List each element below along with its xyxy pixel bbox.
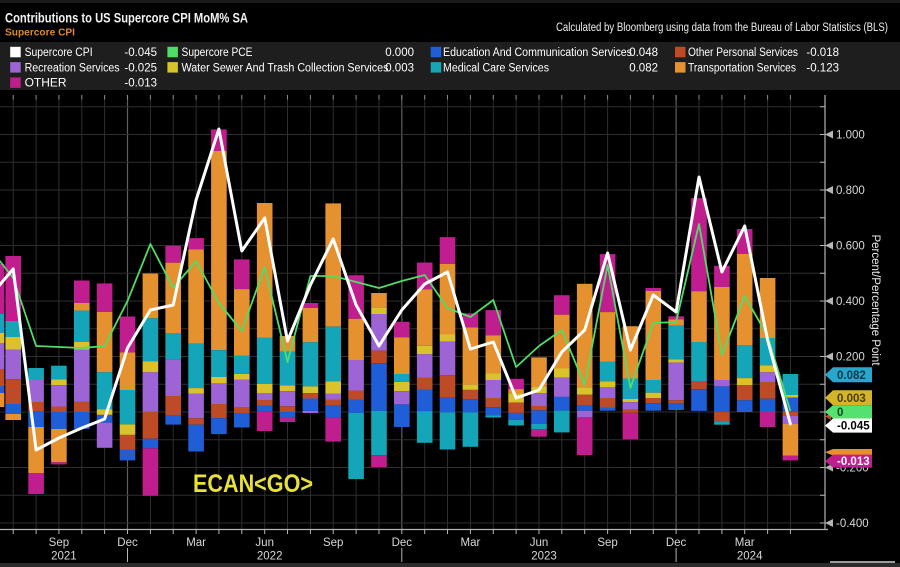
svg-text:1.000: 1.000	[836, 130, 865, 142]
svg-text:-0.018: -0.018	[806, 47, 839, 59]
svg-text:ECAN<GO>: ECAN<GO>	[193, 470, 313, 498]
svg-text:Percent/Percentage Point: Percent/Percentage Point	[869, 234, 881, 366]
svg-text:0.003: 0.003	[385, 62, 414, 74]
svg-text:Other Personal Services: Other Personal Services	[688, 47, 798, 59]
svg-text:0.048: 0.048	[629, 47, 658, 59]
svg-text:-0.045: -0.045	[124, 47, 157, 59]
svg-text:Mar: Mar	[460, 537, 480, 549]
svg-text:Water Sewer And Trash Collecti: Water Sewer And Trash Collection Service…	[182, 62, 389, 74]
svg-text:Sep: Sep	[597, 537, 617, 549]
svg-text:Dec: Dec	[392, 537, 413, 549]
svg-text:-0.045: -0.045	[837, 421, 870, 433]
svg-text:Dec: Dec	[117, 537, 138, 549]
svg-text:2023: 2023	[531, 551, 557, 563]
svg-text:0.800: 0.800	[836, 185, 865, 197]
svg-text:Contributions to US Supercore: Contributions to US Supercore CPI MoM% S…	[5, 11, 248, 26]
svg-text:2021: 2021	[51, 551, 77, 563]
svg-text:Supercore CPI: Supercore CPI	[25, 47, 93, 59]
svg-text:-0.025: -0.025	[124, 62, 157, 74]
svg-text:-0.013: -0.013	[837, 456, 870, 468]
svg-text:Sep: Sep	[323, 537, 343, 549]
svg-text:Jun: Jun	[255, 537, 274, 549]
svg-text:Transportation Services: Transportation Services	[688, 62, 796, 74]
svg-text:0.082: 0.082	[837, 370, 866, 382]
svg-text:0.600: 0.600	[836, 241, 865, 253]
svg-text:Medical Care Services: Medical Care Services	[443, 62, 549, 74]
svg-text:0.082: 0.082	[629, 62, 658, 74]
svg-text:-0.123: -0.123	[806, 62, 839, 74]
svg-text:0: 0	[837, 407, 843, 419]
svg-text:0.400: 0.400	[836, 296, 865, 308]
svg-text:Dec: Dec	[666, 537, 687, 549]
svg-text:0.000: 0.000	[385, 47, 414, 59]
svg-text:Jun: Jun	[530, 537, 549, 549]
svg-text:2024: 2024	[737, 551, 763, 563]
svg-text:Recreation Services: Recreation Services	[25, 62, 120, 74]
svg-text:Mar: Mar	[186, 537, 206, 549]
svg-text:2022: 2022	[257, 551, 283, 563]
svg-text:-0.013: -0.013	[124, 78, 157, 90]
svg-text:0.200: 0.200	[836, 352, 865, 364]
svg-text:-0.400: -0.400	[836, 518, 869, 530]
svg-text:Supercore CPI: Supercore CPI	[5, 27, 75, 39]
svg-text:0.003: 0.003	[837, 393, 866, 405]
svg-text:Mar: Mar	[735, 537, 755, 549]
svg-text:OTHER: OTHER	[25, 78, 67, 90]
svg-text:Education And Communication Se: Education And Communication Services	[443, 47, 632, 59]
svg-text:Calculated by Bloomberg using: Calculated by Bloomberg using data from …	[556, 22, 888, 34]
svg-text:Sep: Sep	[49, 537, 69, 549]
svg-text:Supercore PCE: Supercore PCE	[182, 47, 253, 59]
